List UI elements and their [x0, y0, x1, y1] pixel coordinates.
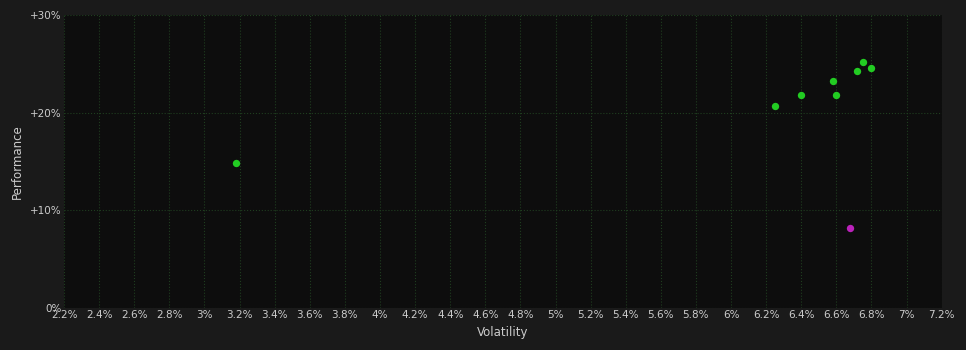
Point	[825, 79, 840, 84]
Point	[855, 59, 870, 65]
Point	[850, 68, 866, 74]
Point	[793, 92, 809, 98]
Point	[842, 225, 858, 230]
Point	[228, 161, 243, 166]
Y-axis label: Performance: Performance	[12, 124, 24, 199]
Point	[864, 65, 879, 71]
X-axis label: Volatility: Volatility	[477, 326, 528, 339]
Point	[767, 103, 782, 108]
Point	[829, 92, 844, 98]
